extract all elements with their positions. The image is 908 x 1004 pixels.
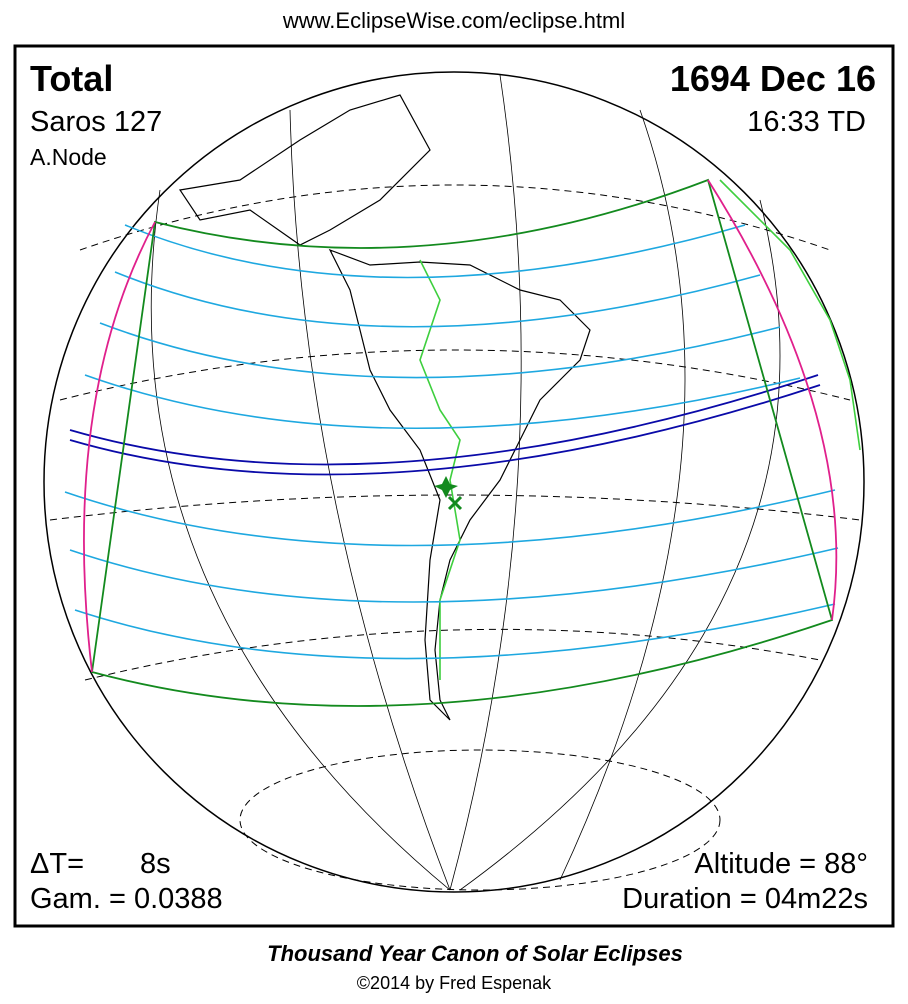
saros: Saros 127	[30, 106, 162, 138]
latitude-line	[239, 749, 721, 891]
coastline	[178, 94, 431, 246]
globe-outline	[43, 71, 865, 893]
meridian	[289, 109, 451, 891]
latitude-line	[79, 184, 831, 251]
limit-line	[69, 547, 839, 603]
duration: Duration = 04m22s	[622, 883, 868, 915]
footer-title: Thousand Year Canon of Solar Eclipses	[267, 941, 683, 966]
meridian	[459, 199, 781, 891]
eclipse-zone	[90, 178, 834, 707]
copyright: ©2014 by Fred Espenak	[357, 973, 552, 993]
eclipse-type: Total	[30, 58, 113, 99]
coastline	[328, 248, 591, 721]
meridian	[150, 189, 451, 891]
date: 1694 Dec 16	[670, 58, 876, 99]
node: A.Node	[30, 144, 107, 170]
rise-limit	[83, 221, 156, 673]
meridian	[559, 109, 686, 881]
limit-line	[64, 489, 836, 547]
gamma: Gam. = 0.0388	[30, 883, 223, 915]
delta-t-value: 8s	[140, 848, 171, 880]
url: www.EclipseWise.com/eclipse.html	[282, 8, 625, 33]
central-path	[69, 374, 819, 466]
set-limit	[707, 179, 838, 621]
border	[419, 259, 461, 680]
greatest-eclipse	[434, 476, 458, 498]
latitude-line	[59, 349, 851, 401]
globe	[43, 71, 865, 893]
altitude: Altitude = 88°	[694, 848, 868, 880]
frame	[13, 44, 895, 928]
limit-line	[99, 322, 781, 379]
central-path	[69, 384, 821, 476]
latitude-line	[84, 628, 821, 681]
limit-line	[114, 271, 761, 328]
limit-line	[84, 374, 801, 430]
limit-line	[124, 224, 746, 279]
delta-t-label: ΔT=	[30, 848, 84, 880]
time: 16:33 TD	[747, 106, 866, 138]
greatest-duration	[447, 495, 463, 511]
border	[719, 179, 861, 451]
limit-line	[74, 603, 836, 660]
meridian	[449, 74, 522, 891]
